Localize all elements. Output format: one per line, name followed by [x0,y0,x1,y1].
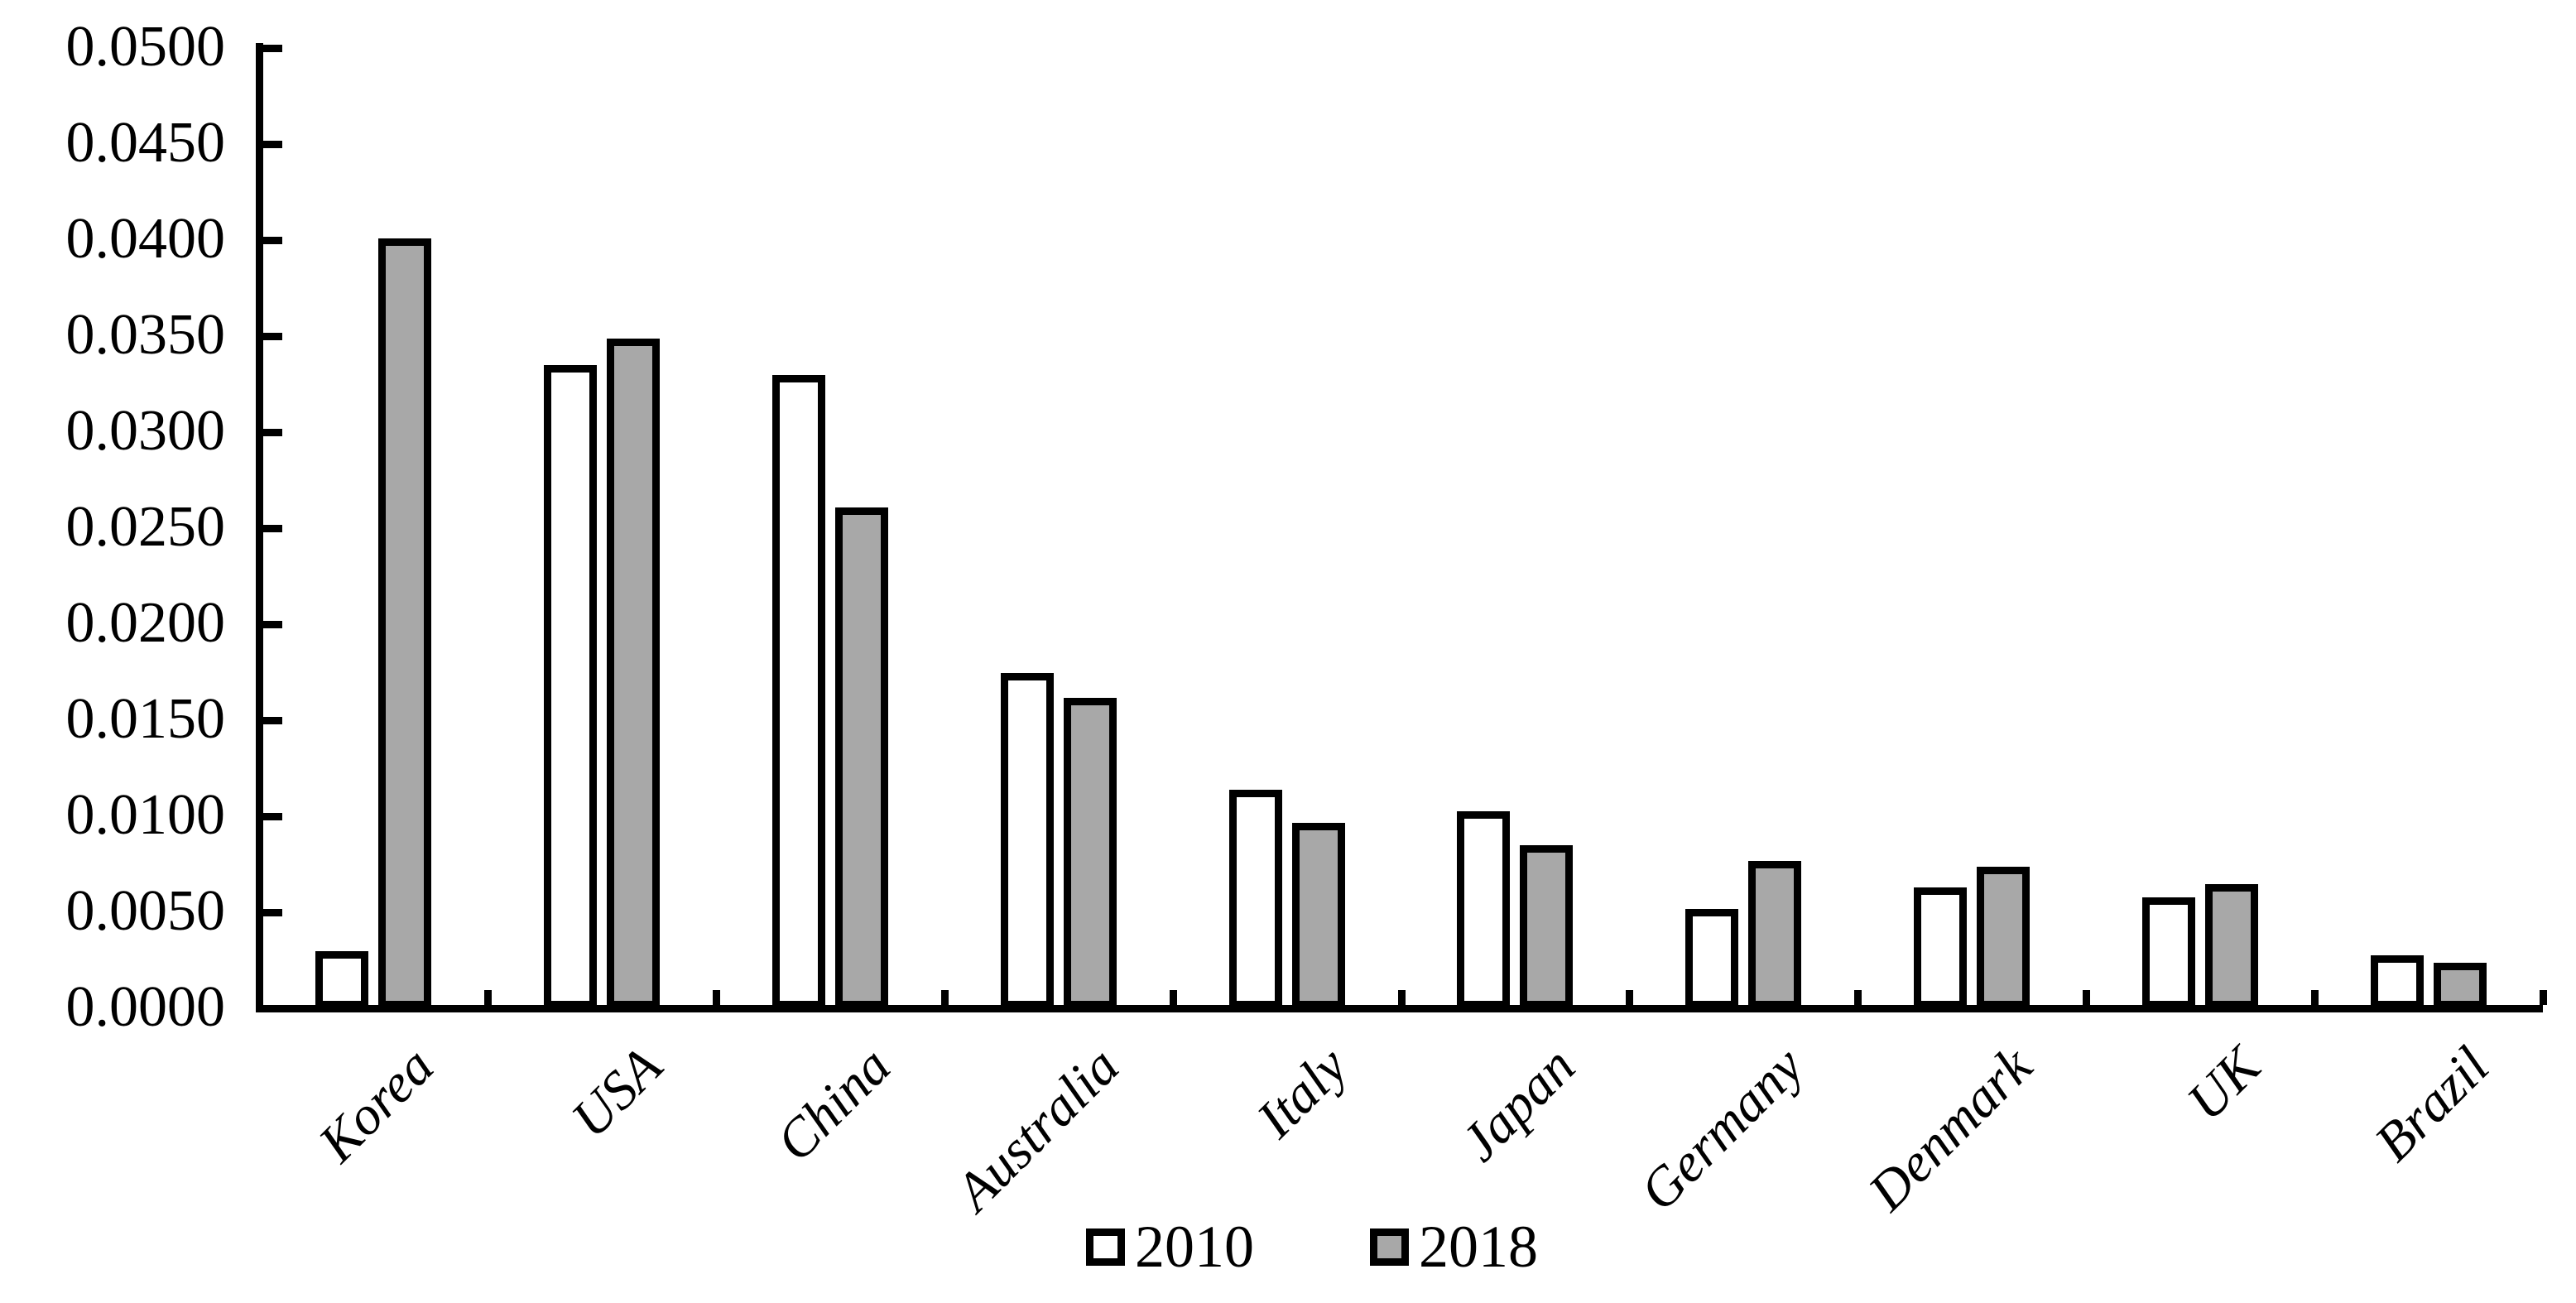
y-axis-tick-label: 0.0050 [65,879,226,943]
x-axis-tick [483,990,492,1005]
bar-2018-denmark [1977,867,2031,1008]
y-axis-tick-label: 0.0350 [65,303,226,367]
y-axis-tick [259,429,282,436]
x-axis-tick [1626,990,1634,1005]
y-axis-tick-label: 0.0400 [65,207,226,271]
x-axis-line [256,1005,2543,1012]
x-axis-tick [2540,990,2547,1005]
x-axis-tick [2083,990,2091,1005]
y-axis-tick [259,717,282,724]
bar-2010-australia [1000,673,1054,1008]
bar-2010-germany [1685,909,1739,1008]
bar-2010-uk [2142,897,2196,1008]
y-axis-tick [259,813,282,820]
bar-2010-usa [543,365,597,1008]
legend-item-2018: 2018 [1370,1217,1538,1277]
y-axis-tick-label: 0.0000 [65,975,226,1039]
bar-2010-korea [315,951,368,1008]
x-axis-tick [1169,990,1177,1005]
x-axis-tick [712,990,720,1005]
bar-2018-korea [377,238,431,1008]
y-axis-tick [259,909,282,916]
y-axis-tick-label: 0.0500 [65,15,226,79]
y-axis-tick-label: 0.0250 [65,495,226,559]
y-axis-tick-label: 0.0100 [65,783,226,847]
x-category-label-korea: Korea [307,1036,445,1174]
y-axis-tick [259,1005,282,1012]
x-axis-tick [940,990,949,1005]
y-axis-tick [259,333,282,340]
y-axis-tick-label: 0.0450 [65,111,226,175]
y-axis-tick-label: 0.0150 [65,687,226,751]
y-axis-tick-label: 0.0300 [65,399,226,463]
x-axis-tick [2311,990,2319,1005]
y-axis-tick [259,525,282,532]
legend-swatch-2018 [1370,1228,1409,1266]
bar-2018-germany [1748,861,1802,1008]
bar-2010-denmark [1914,887,1968,1008]
bar-2018-china [834,507,888,1008]
bar-2018-italy [1291,823,1345,1008]
bar-2018-usa [606,339,660,1008]
bar-2010-china [771,375,825,1008]
bar-2010-brazil [2371,955,2425,1008]
legend-item-2010: 2010 [1086,1217,1254,1277]
y-axis-tick [259,621,282,628]
legend-label-2018: 2018 [1419,1214,1538,1280]
bar-2018-brazil [2434,963,2487,1008]
y-axis-tick [259,141,282,148]
bar-2010-japan [1457,811,1511,1008]
bar-2018-australia [1063,698,1117,1008]
legend-label-2010: 2010 [1135,1214,1254,1280]
bar-2018-japan [1520,845,1574,1008]
bar-2010-italy [1228,790,1282,1008]
x-axis-tick [1397,990,1406,1005]
legend-swatch-2010 [1086,1228,1125,1266]
y-axis-tick [259,237,282,244]
y-axis-tick [259,45,282,52]
legend: 2010 2018 [1086,1217,1538,1277]
bar-2018-uk [2205,884,2259,1008]
y-axis-tick-label: 0.0200 [65,591,226,655]
x-axis-tick [1854,990,1862,1005]
